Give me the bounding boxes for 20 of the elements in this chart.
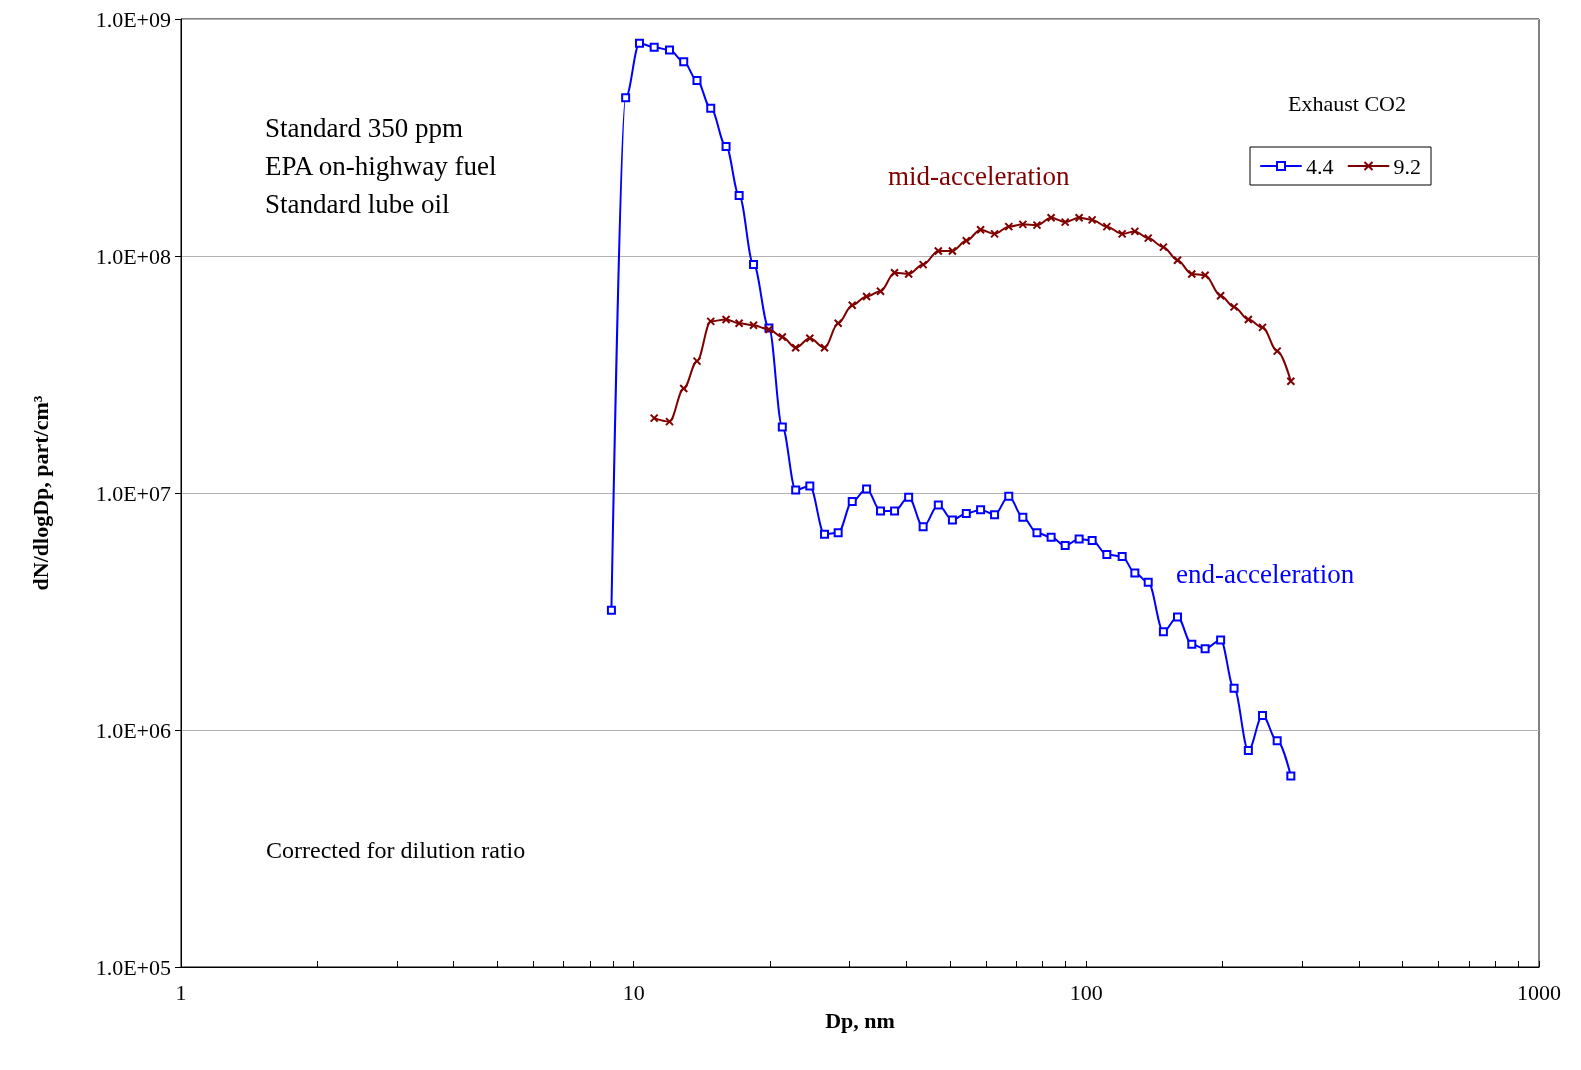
- annotation: end-acceleration: [1176, 558, 1355, 589]
- y-tick-label: 1.0E+07: [95, 480, 171, 506]
- annotation: Corrected for dilution ratio: [266, 837, 526, 863]
- x-axis-title: Dp, nm: [825, 1007, 895, 1033]
- annotation: EPA on-highway fuel: [265, 150, 497, 181]
- x-tick-label: 1000: [1517, 979, 1561, 1005]
- annotation: Standard 350 ppm: [265, 112, 463, 143]
- y-tick-label: 1.0E+05: [95, 954, 171, 980]
- y-tick-label: 1.0E+08: [95, 243, 171, 269]
- x-tick-label: 100: [1069, 979, 1103, 1005]
- legend-title: Exhaust CO2: [1288, 90, 1407, 116]
- x-tick-label: 10: [622, 979, 645, 1005]
- legend-label: 4.4: [1306, 153, 1334, 179]
- annotation: mid-acceleration: [888, 160, 1070, 191]
- y-tick-label: 1.0E+06: [95, 717, 171, 743]
- legend-label: 9.2: [1393, 153, 1421, 179]
- y-tick-label: 1.0E+09: [95, 6, 171, 32]
- y-axis-title: dN/dlogDp, part/cm³: [27, 395, 53, 591]
- annotation: Standard lube oil: [265, 188, 450, 219]
- x-tick-label: 1: [175, 979, 187, 1005]
